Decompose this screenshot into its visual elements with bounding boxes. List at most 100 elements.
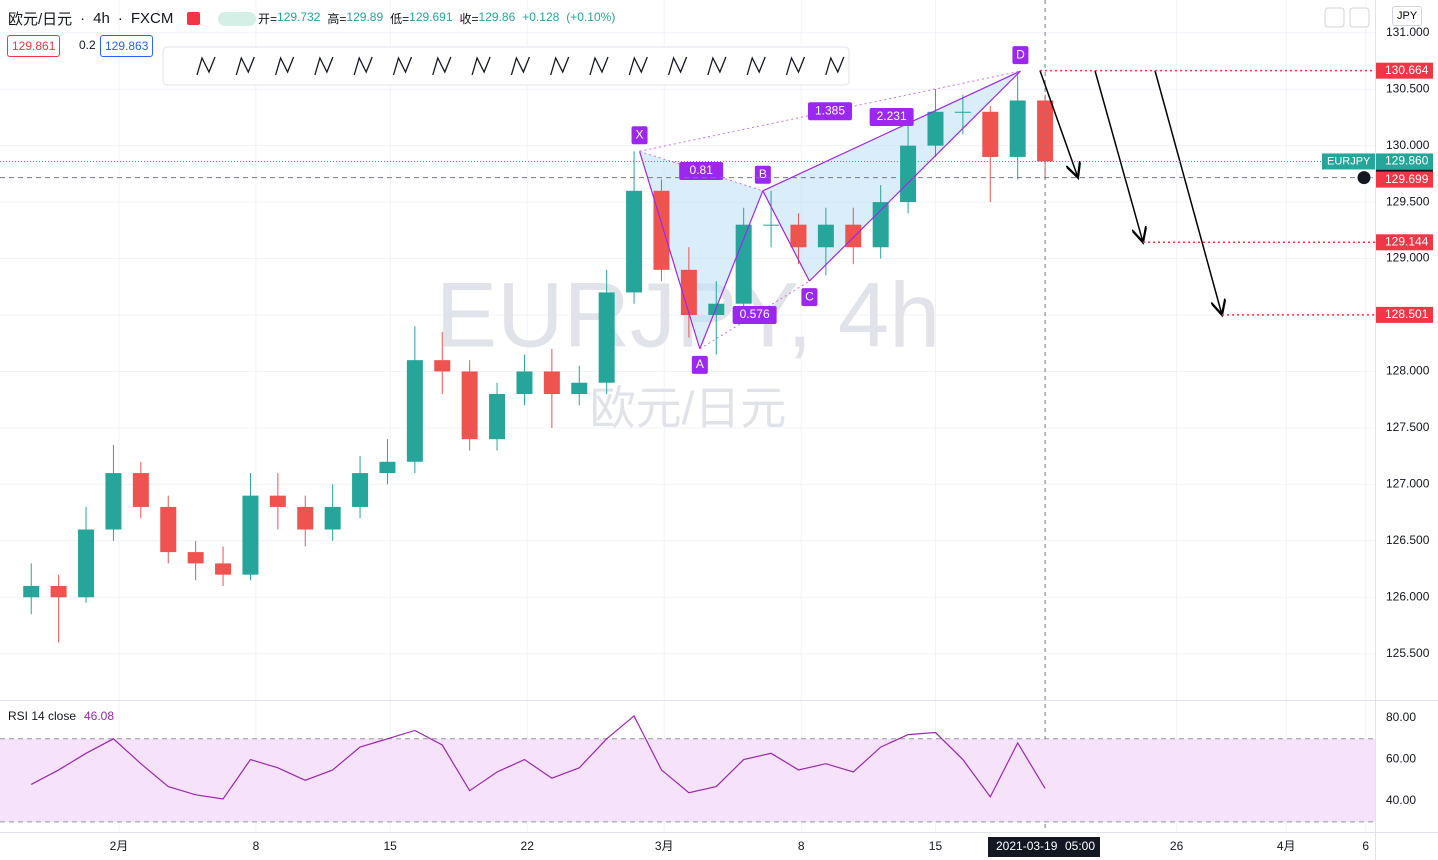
toolbar-icon: [589, 56, 609, 76]
ratio-label: 0.576: [740, 307, 770, 321]
candle-body: [461, 371, 478, 440]
candle-body: [324, 506, 341, 530]
toolbar-button[interactable]: [353, 56, 373, 76]
candle-body: [242, 495, 259, 575]
x-tick-label: 15: [929, 839, 943, 853]
arrow: [1154, 70, 1222, 315]
candle-body: [872, 202, 889, 248]
candle-body: [78, 529, 95, 598]
toolbar-button[interactable]: [235, 56, 255, 76]
watermark-sub: 欧元/日元: [590, 382, 787, 434]
y-tick-label: 126.000: [1386, 589, 1430, 603]
pattern-ratio-line: [699, 280, 810, 350]
indicator-toggle[interactable]: [218, 11, 257, 26]
candle-body: [434, 360, 451, 372]
pattern-point: [754, 165, 771, 184]
spread: 0.2: [79, 38, 96, 52]
button-down[interactable]: [1324, 7, 1345, 28]
y2-tick-label: 40.00: [1386, 793, 1416, 807]
pattern-ratio-line: [639, 150, 764, 192]
toolbar-button[interactable]: [667, 56, 688, 76]
toolbar-button[interactable]: [432, 56, 452, 76]
toolbar-icon: [196, 56, 216, 76]
ratio-label: 2.231: [877, 109, 907, 123]
bid-price[interactable]: 129.861: [7, 35, 61, 57]
y-tick-label: 131.000: [1386, 25, 1430, 39]
price-label: 129.144: [1385, 234, 1429, 248]
toolbar-button[interactable]: [707, 56, 727, 76]
ratio-box: [807, 102, 852, 121]
candle-body: [927, 111, 944, 146]
toolbar-icon: [550, 56, 570, 76]
price-label-box: [1376, 171, 1433, 188]
toolbar-button[interactable]: [785, 56, 806, 76]
toolbar-icon: [707, 56, 727, 76]
ohlc-item: 129.86: [478, 10, 516, 24]
x-tick-label: 26: [1170, 839, 1184, 853]
button-refresh[interactable]: [1349, 7, 1370, 28]
cursor-date: 2021-03-19: [996, 839, 1058, 853]
toolbar-icon: [432, 56, 452, 76]
arrow: [1039, 70, 1078, 178]
toolbar-button[interactable]: [550, 56, 570, 76]
candle-body: [708, 303, 725, 315]
pattern-fill: [639, 151, 763, 349]
y-tick-label: 126.500: [1386, 533, 1430, 547]
toolbar-button[interactable]: [589, 56, 609, 76]
toolbar-button[interactable]: [471, 56, 491, 76]
candle-body: [297, 506, 314, 530]
toolbar-button[interactable]: [392, 56, 413, 76]
currency[interactable]: JPY: [1392, 6, 1423, 26]
rsi-title: RSI 14 close: [8, 709, 76, 723]
toolbar-icon: [510, 56, 531, 76]
cursor-time: 05:00: [1065, 839, 1095, 853]
pattern-leg: [762, 70, 1021, 192]
toolbar-icon: [825, 56, 845, 76]
ohlc-item: 129.691: [409, 10, 453, 24]
ohlc-item: 129.89: [346, 10, 384, 24]
toolbar-icon: [628, 56, 648, 76]
candle-body: [132, 473, 149, 507]
candle-body: [23, 585, 40, 598]
ratio-box: [732, 306, 777, 324]
toolbar-icon: [785, 56, 806, 76]
interval[interactable]: 4h: [93, 10, 110, 27]
y-tick-label: 127.500: [1386, 420, 1430, 434]
toolbar-button[interactable]: [746, 56, 766, 76]
price-label: 129.699: [1385, 172, 1429, 186]
rsi-value: 46.08: [84, 709, 114, 723]
candle-body: [763, 224, 780, 226]
toolbar-button[interactable]: [274, 56, 295, 76]
candle-body: [1009, 100, 1026, 157]
candle-body: [982, 111, 999, 157]
candle-body: [516, 371, 533, 395]
toolbar-icon: [235, 56, 255, 76]
ask-price[interactable]: 129.863: [100, 35, 154, 57]
toolbar-button[interactable]: [628, 56, 648, 76]
symbol[interactable]: 欧元/日元: [8, 11, 73, 28]
pattern-leg: [699, 190, 764, 350]
ohlc-item: 高=: [327, 12, 347, 26]
cursor-date-box: [988, 837, 1100, 857]
ohlc-item: 开=: [258, 12, 278, 26]
toolbar-icon: [667, 56, 688, 76]
pattern-point-label: A: [696, 357, 704, 371]
candle-body: [680, 269, 697, 315]
toolbar-button[interactable]: [510, 56, 531, 76]
ohlc-item: 收=: [459, 12, 479, 26]
y2-tick-label: 80.00: [1386, 710, 1416, 724]
x-tick-label: 22: [521, 839, 535, 853]
candle-body: [790, 224, 807, 248]
toolbar-button[interactable]: [825, 56, 845, 76]
candle-body: [215, 563, 232, 575]
rsi-band: [0, 738, 1375, 822]
toolbar-button[interactable]: [196, 56, 216, 76]
y-tick-label: 128.000: [1386, 364, 1430, 378]
candle-body: [900, 145, 917, 203]
toolbar-button[interactable]: [314, 56, 334, 76]
x-tick-label: 2月: [110, 839, 129, 853]
arrow: [1094, 70, 1143, 243]
candle-body: [187, 552, 204, 564]
x-tick-label: 15: [384, 839, 398, 853]
ratio-box: [679, 162, 724, 181]
